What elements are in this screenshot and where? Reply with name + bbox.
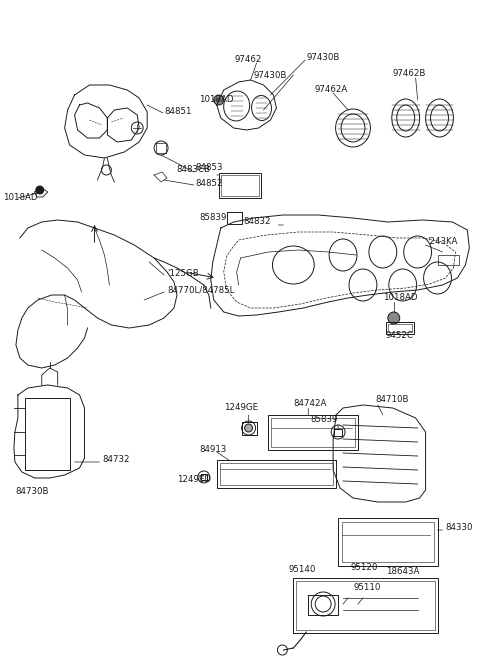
Bar	[217, 460, 336, 488]
Text: 97430B: 97430B	[253, 70, 287, 79]
Circle shape	[388, 312, 400, 324]
Text: 1249GE: 1249GE	[224, 403, 258, 413]
Text: '125GB: '125GB	[167, 269, 199, 277]
Text: '243KA: '243KA	[428, 237, 458, 246]
Text: 85839: 85839	[310, 415, 337, 424]
Text: 84832: 84832	[244, 217, 271, 227]
Circle shape	[214, 95, 224, 105]
Text: 84851: 84851	[164, 108, 192, 116]
Text: 95110: 95110	[353, 583, 380, 593]
Text: 84730B: 84730B	[15, 487, 48, 497]
Text: 84732: 84732	[102, 455, 130, 464]
Text: 9452C: 9452C	[386, 332, 414, 340]
Text: 1018AD: 1018AD	[383, 294, 417, 302]
Bar	[227, 212, 241, 224]
Text: 97430B: 97430B	[306, 53, 340, 62]
Text: 95140: 95140	[288, 566, 316, 574]
Text: 97462B: 97462B	[393, 70, 426, 78]
Text: 1018AD: 1018AD	[199, 95, 233, 104]
Text: 1249ED: 1249ED	[177, 474, 211, 484]
Text: 97462A: 97462A	[314, 85, 348, 95]
Text: 84710B: 84710B	[376, 396, 409, 405]
Bar	[25, 398, 70, 470]
Bar	[268, 415, 358, 450]
Text: 97462: 97462	[235, 55, 262, 64]
Bar	[388, 324, 412, 332]
Text: 84770L/84785L: 84770L/84785L	[167, 286, 234, 294]
Circle shape	[36, 186, 44, 194]
Text: 8483CB: 8483CB	[176, 166, 210, 175]
Text: 84330: 84330	[445, 524, 473, 533]
Text: 84853: 84853	[195, 164, 222, 173]
Text: 84913: 84913	[199, 445, 226, 453]
Bar	[293, 578, 438, 633]
Circle shape	[245, 424, 252, 432]
Text: 85839: 85839	[199, 212, 226, 221]
Bar	[219, 173, 261, 198]
Bar	[221, 175, 259, 196]
Text: 84852: 84852	[195, 179, 222, 187]
Bar	[338, 518, 438, 566]
Bar	[438, 255, 459, 265]
Bar	[342, 522, 433, 562]
Bar	[296, 581, 434, 630]
Bar	[220, 463, 333, 485]
Text: 84742A: 84742A	[293, 399, 327, 407]
Bar	[386, 322, 414, 334]
Text: 18643A: 18643A	[386, 568, 419, 576]
Bar	[272, 418, 355, 447]
Text: 95120: 95120	[350, 564, 377, 572]
Text: 1018AD: 1018AD	[3, 193, 37, 202]
